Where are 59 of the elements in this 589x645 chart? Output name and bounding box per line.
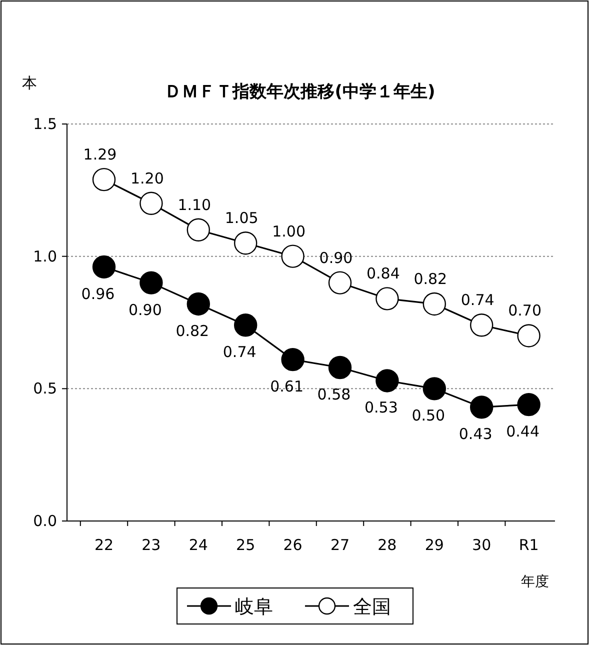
- data-label: 1.10: [178, 196, 212, 214]
- data-label: 0.90: [128, 300, 162, 319]
- point: [328, 356, 352, 380]
- point: [470, 396, 494, 419]
- x-tick-label: 24: [188, 536, 208, 554]
- point: [281, 244, 304, 268]
- legend-label: 岐阜: [235, 596, 273, 618]
- x-tick-label: 28: [378, 536, 397, 554]
- y-axis-title: 本: [22, 74, 37, 92]
- data-label: 1.05: [224, 209, 258, 228]
- x-tick-label: 25: [236, 536, 256, 554]
- data-label: 0.74: [222, 343, 256, 362]
- data-label: 0.84: [366, 264, 400, 283]
- data-label: 0.70: [508, 302, 542, 320]
- y-tick-label: 0.5: [33, 380, 57, 398]
- data-label: 0.96: [81, 284, 115, 303]
- y-tick-label: 1.5: [33, 115, 57, 133]
- x-tick-label: 27: [330, 536, 350, 554]
- point: [328, 271, 352, 294]
- point: [140, 192, 163, 215]
- point: [422, 377, 446, 400]
- point: [92, 168, 116, 192]
- data-label: 0.82: [176, 322, 210, 340]
- point: [470, 314, 494, 337]
- y-tick-label: 0.0: [33, 512, 57, 530]
- x-tick-label: R1: [518, 536, 539, 554]
- x-tick-label: 23: [142, 536, 161, 554]
- x-tick-label: 22: [94, 536, 114, 554]
- point: [376, 287, 399, 310]
- legend-label: 全国: [353, 596, 391, 618]
- x-axis-title: 年度: [521, 574, 549, 590]
- data-label: 0.50: [412, 406, 446, 425]
- point: [186, 292, 210, 316]
- point: [517, 392, 540, 416]
- data-label: 0.82: [414, 270, 448, 288]
- x-tick-label: 26: [283, 536, 302, 554]
- point: [234, 314, 258, 337]
- data-label: 0.61: [270, 378, 304, 396]
- point: [281, 348, 304, 372]
- data-label: 0.90: [319, 248, 353, 267]
- point: [140, 271, 163, 294]
- data-label: 0.74: [460, 291, 494, 310]
- x-tick-label: 29: [424, 536, 444, 554]
- chart-title: ＤＭＦＴ指数年次推移(中学１年生): [164, 82, 436, 102]
- point: [376, 369, 399, 392]
- point: [517, 324, 540, 348]
- data-label: 0.43: [458, 425, 492, 444]
- data-label: 1.00: [272, 222, 306, 240]
- point: [92, 255, 116, 279]
- data-label: 1.20: [130, 169, 164, 188]
- data-label: 0.44: [506, 422, 540, 441]
- point: [422, 292, 446, 316]
- y-tick-label: 1.0: [33, 247, 57, 266]
- data-label: 1.29: [83, 146, 117, 164]
- x-tick-label: 30: [472, 536, 492, 554]
- point: [186, 218, 210, 242]
- point: [234, 232, 258, 255]
- data-label: 0.53: [364, 398, 398, 417]
- data-label: 0.58: [317, 385, 351, 404]
